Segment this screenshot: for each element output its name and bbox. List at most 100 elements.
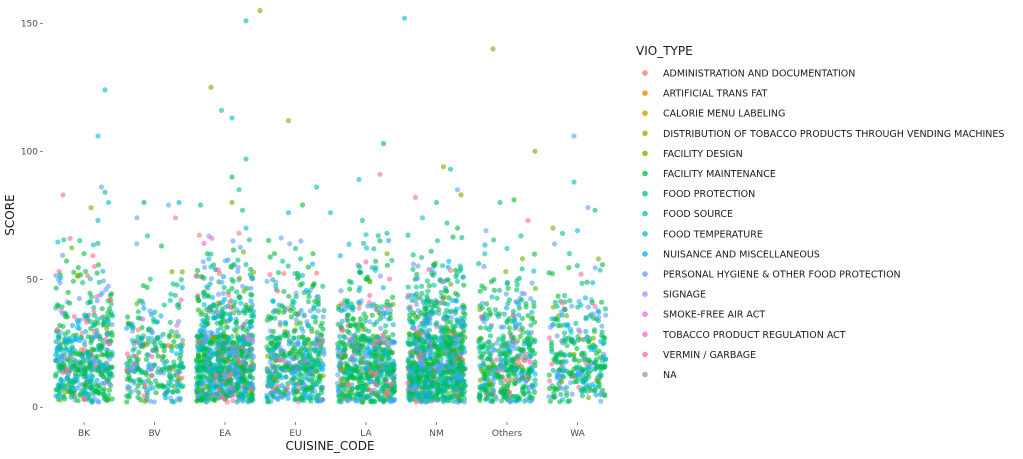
data-point — [457, 331, 463, 337]
data-point — [58, 275, 64, 281]
data-point — [554, 359, 560, 365]
data-point — [511, 345, 517, 351]
points-layer — [52, 8, 609, 405]
data-point — [280, 258, 286, 264]
data-point — [268, 314, 275, 321]
data-point — [101, 319, 107, 325]
data-point — [106, 387, 112, 393]
data-point — [521, 383, 527, 390]
data-point — [244, 328, 250, 334]
data-point — [360, 359, 366, 365]
data-point — [487, 333, 493, 339]
data-point — [426, 366, 433, 372]
data-point — [443, 363, 449, 370]
data-point — [562, 307, 568, 313]
data-point — [418, 310, 424, 316]
data-point — [427, 353, 433, 359]
data-point — [173, 329, 180, 335]
data-point — [549, 361, 555, 367]
data-point — [220, 314, 226, 320]
data-point — [108, 312, 114, 318]
data-point — [440, 263, 446, 269]
data-point — [572, 379, 578, 385]
data-point — [529, 316, 535, 322]
outlier-point — [440, 164, 447, 170]
data-point — [109, 333, 115, 339]
data-point — [405, 380, 411, 386]
data-point — [320, 283, 326, 289]
data-point — [95, 262, 102, 268]
data-point — [506, 325, 512, 331]
data-point — [359, 374, 365, 381]
data-point — [194, 398, 200, 404]
data-point — [139, 325, 145, 331]
data-point — [417, 323, 423, 329]
data-point — [53, 305, 59, 311]
data-point — [460, 302, 466, 309]
data-point — [519, 388, 526, 395]
data-point — [315, 302, 321, 308]
data-point — [88, 340, 94, 346]
outlier-point — [236, 187, 242, 193]
data-point — [59, 364, 65, 370]
data-point — [320, 314, 326, 320]
data-point — [60, 311, 66, 317]
data-point — [170, 389, 176, 395]
data-point — [310, 261, 316, 267]
data-point — [361, 240, 367, 246]
data-point — [108, 297, 114, 303]
data-point — [582, 295, 589, 301]
data-point — [461, 378, 467, 384]
data-point — [281, 354, 287, 360]
data-point — [80, 280, 86, 286]
data-point — [373, 381, 379, 387]
data-point — [289, 340, 295, 346]
data-point — [389, 340, 395, 346]
legend-label: ARTIFICIAL TRANS FAT — [663, 89, 768, 100]
data-point — [150, 385, 156, 391]
data-point — [559, 230, 566, 236]
data-point — [213, 367, 219, 373]
data-point — [288, 307, 294, 314]
data-point — [207, 281, 213, 287]
data-point — [599, 358, 606, 364]
data-point — [490, 346, 496, 352]
data-point — [53, 357, 59, 364]
data-point — [516, 378, 522, 384]
data-point — [215, 313, 221, 319]
data-point — [482, 251, 488, 257]
data-point — [431, 282, 437, 288]
outlier-point — [574, 228, 581, 234]
data-point — [390, 322, 396, 328]
data-point — [476, 394, 482, 400]
outlier-point — [401, 15, 408, 21]
data-point — [135, 366, 142, 372]
data-point — [357, 285, 363, 291]
data-point — [559, 379, 565, 385]
data-point — [599, 262, 606, 268]
data-point — [559, 312, 565, 318]
x-tick-label: EA — [219, 429, 232, 439]
data-point — [104, 396, 110, 402]
data-point — [428, 248, 434, 254]
data-point — [175, 396, 181, 402]
data-point — [349, 386, 355, 392]
data-point — [460, 274, 466, 280]
data-point — [337, 253, 343, 259]
outlier-point — [310, 251, 316, 257]
data-point — [438, 363, 445, 370]
data-point — [209, 235, 215, 241]
data-point — [282, 331, 288, 337]
data-point — [451, 347, 457, 353]
data-point — [167, 365, 173, 371]
data-point — [419, 384, 425, 390]
data-point — [359, 343, 365, 349]
data-point — [234, 289, 240, 295]
data-point — [529, 368, 536, 374]
data-point — [506, 316, 512, 322]
data-point — [198, 397, 204, 403]
data-point — [481, 319, 487, 325]
data-point — [135, 334, 141, 340]
data-point — [298, 256, 304, 262]
data-point — [196, 232, 202, 238]
